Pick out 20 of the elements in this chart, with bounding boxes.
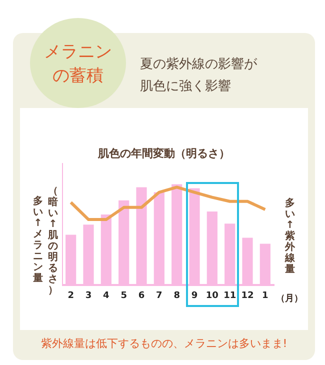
x-tick-label: 7 xyxy=(156,290,162,301)
x-tick-label: 4 xyxy=(103,290,110,301)
text: 紫外線量は低下するものの、メラニンは多いまま! xyxy=(40,336,288,351)
x-tick-label: 6 xyxy=(138,290,145,301)
x-tick-label: 9 xyxy=(191,290,198,301)
x-tick-label: 1 xyxy=(262,290,268,301)
text: （暗い↑肌の明るさ） xyxy=(48,186,58,296)
x-tick-label: 5 xyxy=(120,290,127,301)
x-tick-label: 10 xyxy=(206,290,218,301)
x-tick-label: 8 xyxy=(174,290,180,301)
x-tick-label: 2 xyxy=(68,290,74,301)
y-axis-title: 多い↑メラニン量 xyxy=(32,196,44,284)
x-tick-label: 12 xyxy=(241,290,254,301)
y2-axis-title: 多い↑紫外線量 xyxy=(284,198,296,275)
text: （月） xyxy=(276,292,303,305)
text: メラニンの蓄積 xyxy=(43,41,113,88)
chart-title: 肌色の年間変動（明るさ） xyxy=(96,146,231,161)
x-tick-label: 3 xyxy=(85,290,92,301)
text: 夏の紫外線の影響が肌色に強く影響 xyxy=(140,56,258,96)
x-tick-label: 11 xyxy=(224,290,236,301)
